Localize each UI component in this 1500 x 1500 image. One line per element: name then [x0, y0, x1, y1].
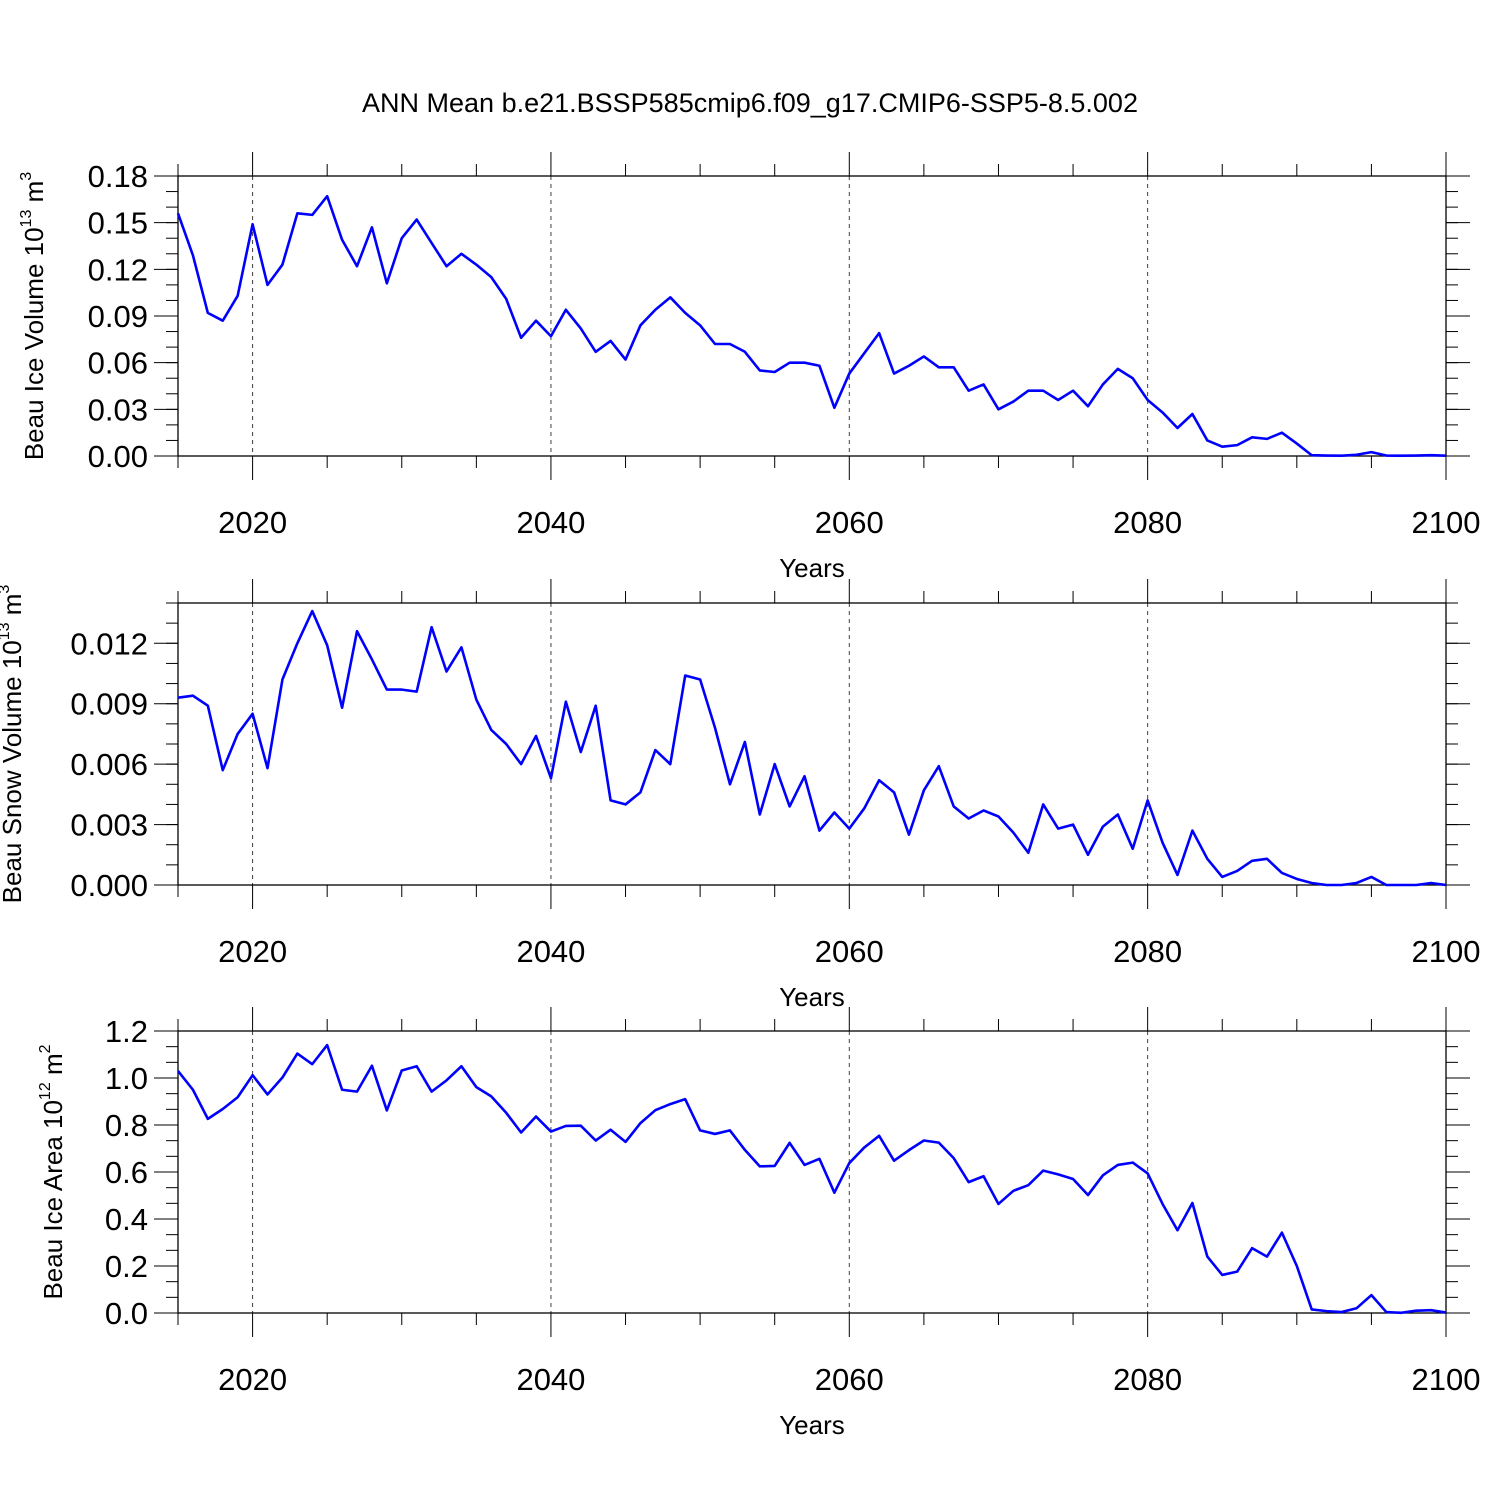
y-axis-label-text: Beau Ice Volume 10 — [19, 227, 49, 460]
x-tick-label: 2020 — [218, 505, 287, 540]
x-tick-label: 2040 — [516, 1362, 585, 1397]
x-axis-label: Years — [779, 1410, 845, 1440]
x-tick-label: 2100 — [1412, 934, 1481, 969]
y-tick-label: 0.09 — [88, 299, 148, 334]
y-tick-label: 0.009 — [70, 687, 148, 722]
figure-title: ANN Mean b.e21.BSSP585cmip6.f09_g17.CMIP… — [362, 88, 1138, 118]
x-tick-label: 2060 — [815, 1362, 884, 1397]
series-line — [176, 1043, 1447, 1315]
x-tick-label: 2080 — [1113, 934, 1182, 969]
x-tick-label: 2020 — [218, 1362, 287, 1397]
y-tick-label: 0.012 — [70, 626, 148, 661]
x-tick-label: 2060 — [815, 934, 884, 969]
panel-2: 0.000 0.003 0.006 0.009 0.012 2020 2040 2060 208… — [0, 579, 1480, 1012]
y-tick-label: 1.2 — [105, 1014, 148, 1049]
y-axis-label-unit-exponent: 3 — [0, 585, 13, 594]
panel-1: 0.00 0.03 0.06 0.09 0.12 0.15 0.18 2020 2040 2060… — [18, 152, 1480, 583]
y-tick-label: 0.15 — [88, 206, 148, 241]
y-tick-label: 0.006 — [70, 747, 148, 782]
x-tick-label: 2040 — [516, 934, 585, 969]
y-axis-label-exponent: 13 — [0, 622, 13, 640]
x-tick-label: 2100 — [1412, 505, 1481, 540]
y-tick-label: 0.6 — [105, 1155, 148, 1190]
x-tick-label: 2080 — [1113, 1362, 1182, 1397]
x-axis-label: Years — [779, 982, 845, 1012]
x-tick-label: 2080 — [1113, 505, 1182, 540]
y-axis-label: Beau Ice Area 1012 m2 — [37, 1044, 68, 1299]
series-line — [177, 609, 1447, 887]
y-axis-label-unit: m — [19, 181, 49, 210]
x-tick-label: 2100 — [1412, 1362, 1481, 1397]
x-tick-label: 2060 — [815, 505, 884, 540]
y-axis-label-unit-exponent: 3 — [18, 172, 35, 181]
x-tick-label: 2040 — [516, 505, 585, 540]
x-axis-label: Years — [779, 553, 845, 583]
y-tick-label: 0.03 — [88, 392, 148, 427]
y-axis-label-text: Beau Snow Volume 10 — [0, 640, 27, 903]
y-tick-label: 0.0 — [105, 1296, 148, 1331]
y-tick-label: 0.00 — [88, 439, 148, 474]
series-line — [176, 194, 1447, 457]
y-tick-label: 0.4 — [105, 1202, 148, 1237]
y-axis-label-exponent: 13 — [18, 210, 35, 228]
y-tick-label: 1.0 — [105, 1061, 148, 1096]
panel-3: 0.0 0.2 0.4 0.6 0.8 1.0 1.2 2020 2040 2060 2080 210… — [37, 1007, 1480, 1440]
y-tick-label: 0.06 — [88, 346, 148, 381]
y-tick-label: 0.12 — [88, 252, 148, 287]
y-tick-label: 0.003 — [70, 808, 148, 843]
y-tick-label: 0.8 — [105, 1108, 148, 1143]
y-axis-label-exponent: 12 — [37, 1082, 54, 1100]
y-axis-label: Beau Snow Volume 1013 m3 — [0, 585, 27, 904]
y-tick-label: 0.18 — [88, 159, 148, 194]
y-axis-label-unit-exponent: 2 — [37, 1044, 54, 1053]
y-tick-label: 0.2 — [105, 1249, 148, 1284]
y-axis-label-unit: m — [0, 594, 27, 623]
y-axis-label-unit: m — [38, 1053, 68, 1082]
y-axis-label-text: Beau Ice Area 10 — [38, 1100, 68, 1299]
y-axis-label: Beau Ice Volume 1013 m3 — [18, 172, 49, 460]
y-tick-label: 0.000 — [70, 868, 148, 903]
x-tick-label: 2020 — [218, 934, 287, 969]
